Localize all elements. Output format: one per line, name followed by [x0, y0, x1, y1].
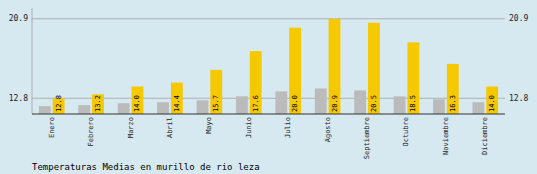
- bar: [368, 23, 380, 114]
- chart: 12.8 20.9 12.8 20.9 12.8 13.2 14.0 14.4 15.7 17.6…: [0, 0, 537, 174]
- bar: [171, 83, 183, 114]
- y2-tick-label: 20.9: [509, 14, 528, 23]
- data-label: 14.4: [173, 95, 181, 112]
- bar: [157, 102, 169, 114]
- y2-tick-label: 12.8: [509, 94, 528, 103]
- data-label: 14.0: [133, 95, 141, 112]
- data-label: 17.6: [252, 95, 260, 112]
- bar: [394, 96, 406, 114]
- y-tick-label: 12.8: [9, 94, 28, 103]
- x-tick-label: Diciembre: [481, 117, 489, 155]
- grid-line: [32, 18, 505, 19]
- x-tick-label: Mayo: [205, 117, 213, 134]
- data-label: 16.3: [449, 95, 457, 112]
- bar: [354, 90, 366, 114]
- data-label: 14.0: [488, 95, 496, 112]
- x-tick-label: Octubre: [402, 117, 410, 147]
- bar: [39, 106, 51, 114]
- bar: [329, 19, 341, 114]
- bar: [132, 87, 144, 114]
- x-tick-label: Agosto: [324, 117, 332, 142]
- bars: [39, 19, 498, 114]
- title: Temperaturas Medias en murillo de rio le…: [32, 162, 260, 172]
- data-label: 13.2: [94, 95, 102, 112]
- bar: [250, 51, 262, 114]
- data-label: 20.9: [331, 95, 339, 112]
- bar: [407, 42, 419, 114]
- data-label: 20.0: [291, 95, 299, 112]
- y-tick-label: 20.9: [9, 14, 28, 23]
- bar: [486, 87, 498, 114]
- bar: [275, 91, 287, 114]
- bar: [92, 94, 104, 114]
- bar: [433, 99, 445, 114]
- x-tick-label: Noviembre: [442, 117, 450, 155]
- background: [0, 0, 537, 174]
- x-tick-label: Septiembre: [363, 117, 371, 159]
- data-label: 20.5: [370, 95, 378, 112]
- x-tick-label: Marzo: [127, 117, 135, 138]
- x-axis-line: [32, 113, 505, 114]
- x-tick-label: Junio: [245, 117, 253, 138]
- x-tick-label: Julio: [284, 117, 292, 138]
- bar: [118, 103, 130, 114]
- x-tick-label: Enero: [48, 117, 56, 138]
- bar: [315, 88, 327, 114]
- bar: [447, 64, 459, 114]
- y-axis-line: [32, 8, 33, 114]
- bar: [236, 96, 248, 114]
- data-label: 18.5: [409, 95, 417, 112]
- bar: [289, 28, 301, 114]
- data-label: 15.7: [212, 95, 220, 112]
- data-label: 12.8: [55, 95, 63, 112]
- bar: [210, 70, 222, 114]
- bar: [472, 102, 484, 114]
- bar: [78, 105, 90, 114]
- bar: [197, 100, 209, 114]
- x-tick-label: Febrero: [87, 117, 95, 147]
- x-tick-label: Abril: [166, 117, 174, 138]
